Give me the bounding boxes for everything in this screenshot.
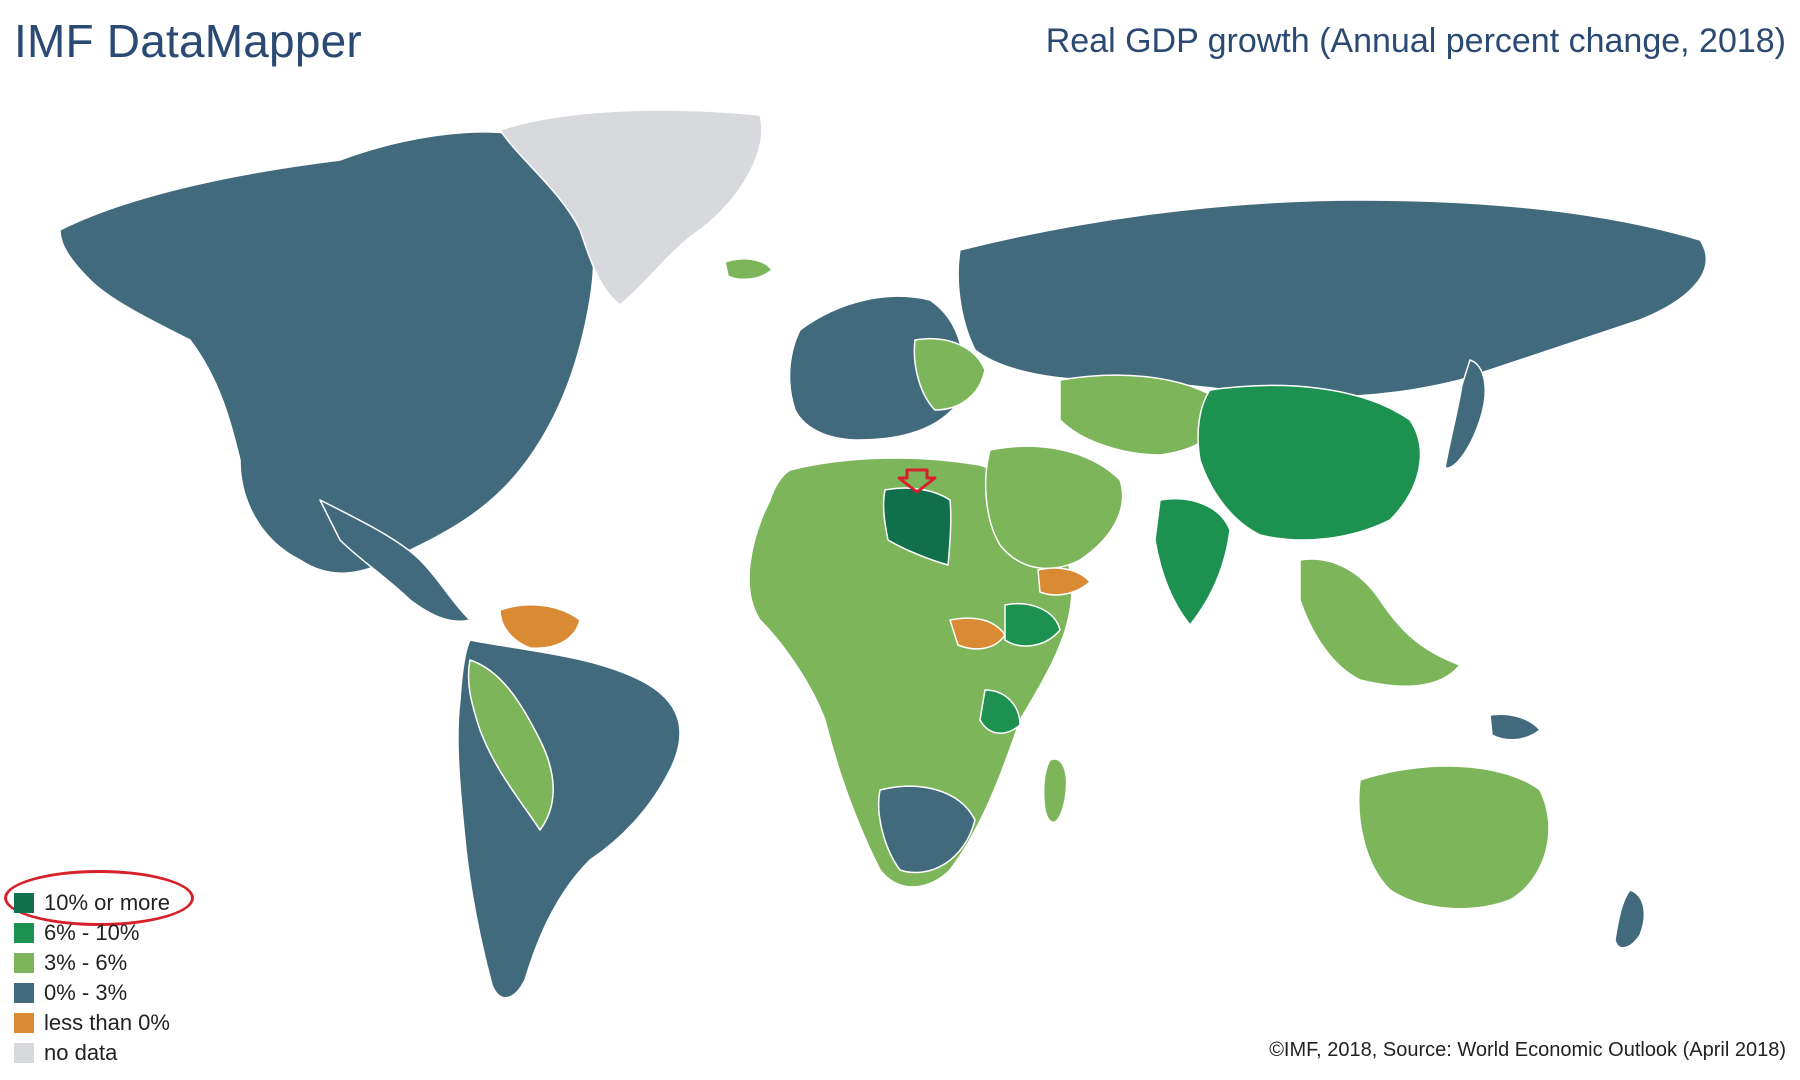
- legend-swatch: [14, 1043, 34, 1063]
- legend-label: less than 0%: [44, 1010, 170, 1035]
- legend-swatch: [14, 1013, 34, 1033]
- venezuela-region: [499, 604, 581, 649]
- legend-swatch: [14, 893, 34, 913]
- legend-item: 6% - 10%: [14, 918, 170, 948]
- legend-label: 6% - 10%: [44, 920, 140, 945]
- japan-region: [1444, 359, 1486, 469]
- india-region: [1154, 498, 1231, 626]
- legend-label: no data: [44, 1040, 118, 1065]
- australia-region: [1358, 765, 1550, 910]
- legend-item: 0% - 3%: [14, 978, 170, 1008]
- russia-region: [957, 199, 1707, 398]
- europe-region: [788, 295, 965, 441]
- new-zealand-region: [1614, 889, 1646, 949]
- legend-item: no data: [14, 1038, 170, 1068]
- iceland-region: [724, 258, 773, 281]
- legend-label: 3% - 6%: [44, 950, 128, 975]
- map-title: Real GDP growth (Annual percent change, …: [1045, 22, 1786, 60]
- tanzania-region: [979, 689, 1021, 734]
- greenland-region: [499, 109, 763, 306]
- madagascar-region: [1042, 758, 1068, 823]
- brand-title: IMF DataMapper: [14, 15, 362, 67]
- highlight-arrow: [897, 468, 937, 494]
- legend-item: less than 0%: [14, 1008, 170, 1038]
- legend-swatch: [14, 923, 34, 943]
- andean-region: [467, 659, 554, 831]
- legend: 10% or more 6% - 10% 3% - 6% 0% - 3% les…: [14, 888, 170, 1068]
- central-america-region: [319, 499, 471, 622]
- north-america-region: [59, 131, 595, 574]
- ethiopia-region: [1004, 603, 1061, 647]
- source-credit: ©IMF, 2018, Source: World Economic Outlo…: [1269, 1039, 1786, 1061]
- eastern-europe-region: [913, 338, 986, 411]
- yemen-region: [1037, 567, 1091, 596]
- legend-swatch: [14, 983, 34, 1003]
- southern-africa-region: [877, 785, 976, 874]
- papua-new-guinea-region: [1489, 713, 1541, 741]
- legend-label: 0% - 3%: [44, 980, 128, 1005]
- legend-swatch: [14, 953, 34, 973]
- libya-region: [882, 487, 952, 566]
- legend-label: 10% or more: [44, 890, 170, 915]
- legend-item: 10% or more: [14, 888, 170, 918]
- highlight-circle: [4, 870, 194, 926]
- middle-east-region: [984, 445, 1124, 570]
- southeast-asia-region: [1299, 558, 1461, 687]
- legend-item: 3% - 6%: [14, 948, 170, 978]
- china-region: [1197, 384, 1422, 541]
